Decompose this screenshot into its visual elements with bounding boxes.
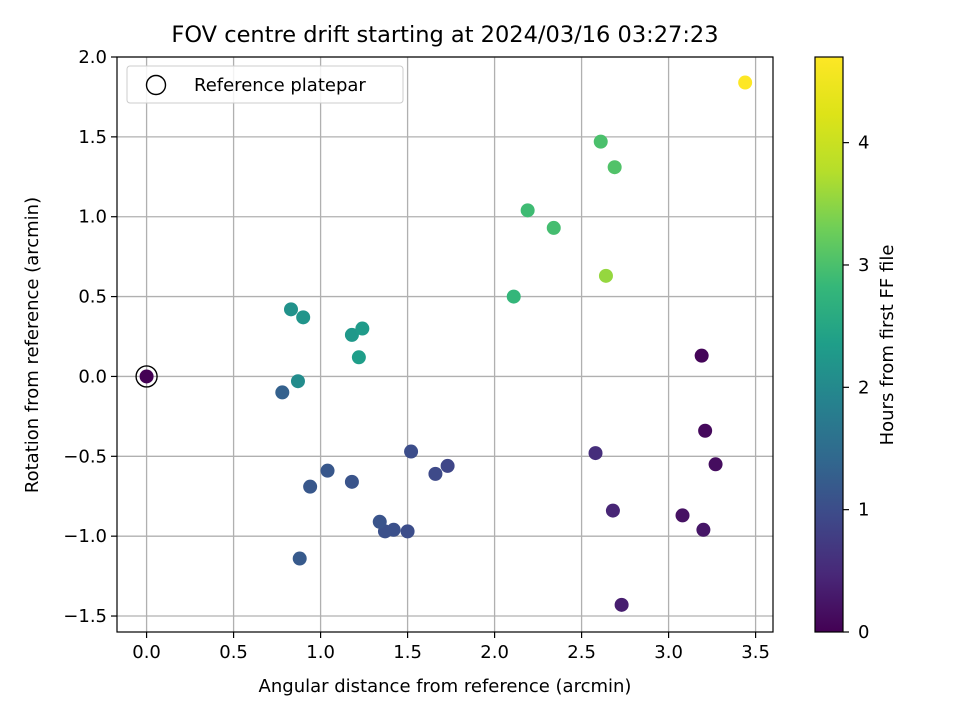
data-point [344,474,359,489]
chart-title: FOV centre drift starting at 2024/03/16 … [171,22,718,48]
points-layer [139,75,753,612]
colorbar-tick-label: 0 [858,622,869,643]
data-point [275,385,290,400]
x-axis-label: Angular distance from reference (arcmin) [259,676,632,697]
legend-box [126,65,404,104]
data-point [290,374,305,389]
data-point [320,463,335,478]
data-point [296,310,311,325]
data-point [372,514,387,529]
colorbar-ticks: 0 1 2 3 4 [843,133,869,643]
colorbar-gradient [815,57,843,632]
x-tick-label: 1.0 [306,642,335,663]
reference-marker [135,365,158,388]
y-tick-label: 1.5 [78,127,107,148]
x-tick-label: 3.0 [654,642,683,663]
y-tick-label: 0.5 [78,287,107,308]
x-tick-label: 2.0 [480,642,509,663]
data-point [588,446,603,461]
x-tick-label: 1.5 [393,642,422,663]
data-point [696,522,711,537]
data-point [351,350,366,365]
data-point [598,268,613,283]
y-axis-ticks: −1.5 −1.0 −0.5 0.0 0.5 1.0 1.5 2.0 [63,47,117,627]
colorbar: 0 1 2 3 4 Hours from first FF file [814,56,898,643]
x-tick-label: 0.5 [219,642,248,663]
data-point [607,160,622,175]
data-point [428,466,443,481]
grid-lines [117,56,773,632]
data-point [698,423,713,438]
y-tick-label: −1.0 [63,526,107,547]
data-point [605,503,620,518]
data-point [738,75,753,90]
colorbar-frame [814,56,844,633]
y-tick-label: 2.0 [78,47,107,68]
x-tick-label: 3.5 [741,642,770,663]
data-point [284,302,299,317]
y-tick-label: 1.0 [78,207,107,228]
data-point [139,369,154,384]
colorbar-tick-label: 4 [858,133,869,154]
y-tick-label: −0.5 [63,446,107,467]
x-axis-ticks: 0.0 0.5 1.0 1.5 2.0 2.5 3.0 3.5 [132,632,770,663]
colorbar-tick-label: 2 [858,377,869,398]
data-point [546,220,561,235]
data-point [675,508,690,523]
data-point [400,524,415,539]
data-point [355,321,370,336]
plot-frame [116,56,774,633]
y-axis-label: Rotation from reference (arcmin) [22,197,43,493]
legend-label: Reference platepar [194,75,366,96]
data-point [694,348,709,363]
data-point [303,479,318,494]
legend-marker [145,74,167,96]
data-point [520,203,535,218]
plot-background [117,57,773,632]
x-tick-label: 0.0 [132,642,161,663]
data-point [506,289,521,304]
data-point [593,134,608,149]
y-tick-label: −1.5 [63,606,107,627]
plot-area: 0.0 0.5 1.0 1.5 2.0 2.5 3.0 3.5 −1.5 −1.0 −0.5 0.0… [63,47,774,663]
colorbar-label: Hours from first FF file [877,245,898,446]
data-point [708,457,723,472]
data-point [292,551,307,566]
reference-platepar-point [135,365,158,388]
data-point [404,444,419,459]
data-point [440,458,455,473]
x-tick-label: 2.5 [567,642,596,663]
data-point [344,327,359,342]
colorbar-tick-label: 3 [858,255,869,276]
data-point [614,597,629,612]
colorbar-tick-label: 1 [858,500,869,521]
y-tick-label: 0.0 [78,366,107,387]
legend: Reference platepar [126,65,404,104]
